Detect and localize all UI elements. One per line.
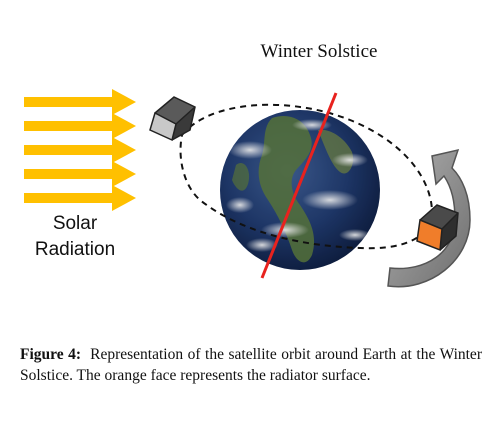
rotation-direction-arrow — [387, 148, 471, 288]
orbit-path-back — [181, 103, 433, 211]
figure-caption: Figure 4: Representation of the satellit… — [20, 344, 482, 386]
caption-text: Representation of the satellite orbit ar… — [20, 346, 482, 384]
solar-label-line2: Radiation — [35, 239, 115, 260]
solar-arrow-5 — [24, 185, 136, 211]
solar-label-line1: Solar — [53, 213, 98, 234]
orbit-path-front — [179, 134, 433, 250]
solar-radiation-arrows — [24, 89, 136, 211]
satellite-cube-gray — [149, 96, 196, 142]
solar-arrow-2 — [24, 113, 136, 139]
figure-title: Winter Solstice — [261, 41, 378, 62]
solar-arrow-3 — [24, 137, 136, 163]
earth-rotation-axis — [260, 92, 338, 279]
satellite-cube-orange — [416, 204, 459, 252]
solar-arrow-4 — [24, 161, 136, 187]
caption-label: Figure 4: — [20, 346, 82, 363]
solar-arrow-1 — [24, 89, 136, 115]
